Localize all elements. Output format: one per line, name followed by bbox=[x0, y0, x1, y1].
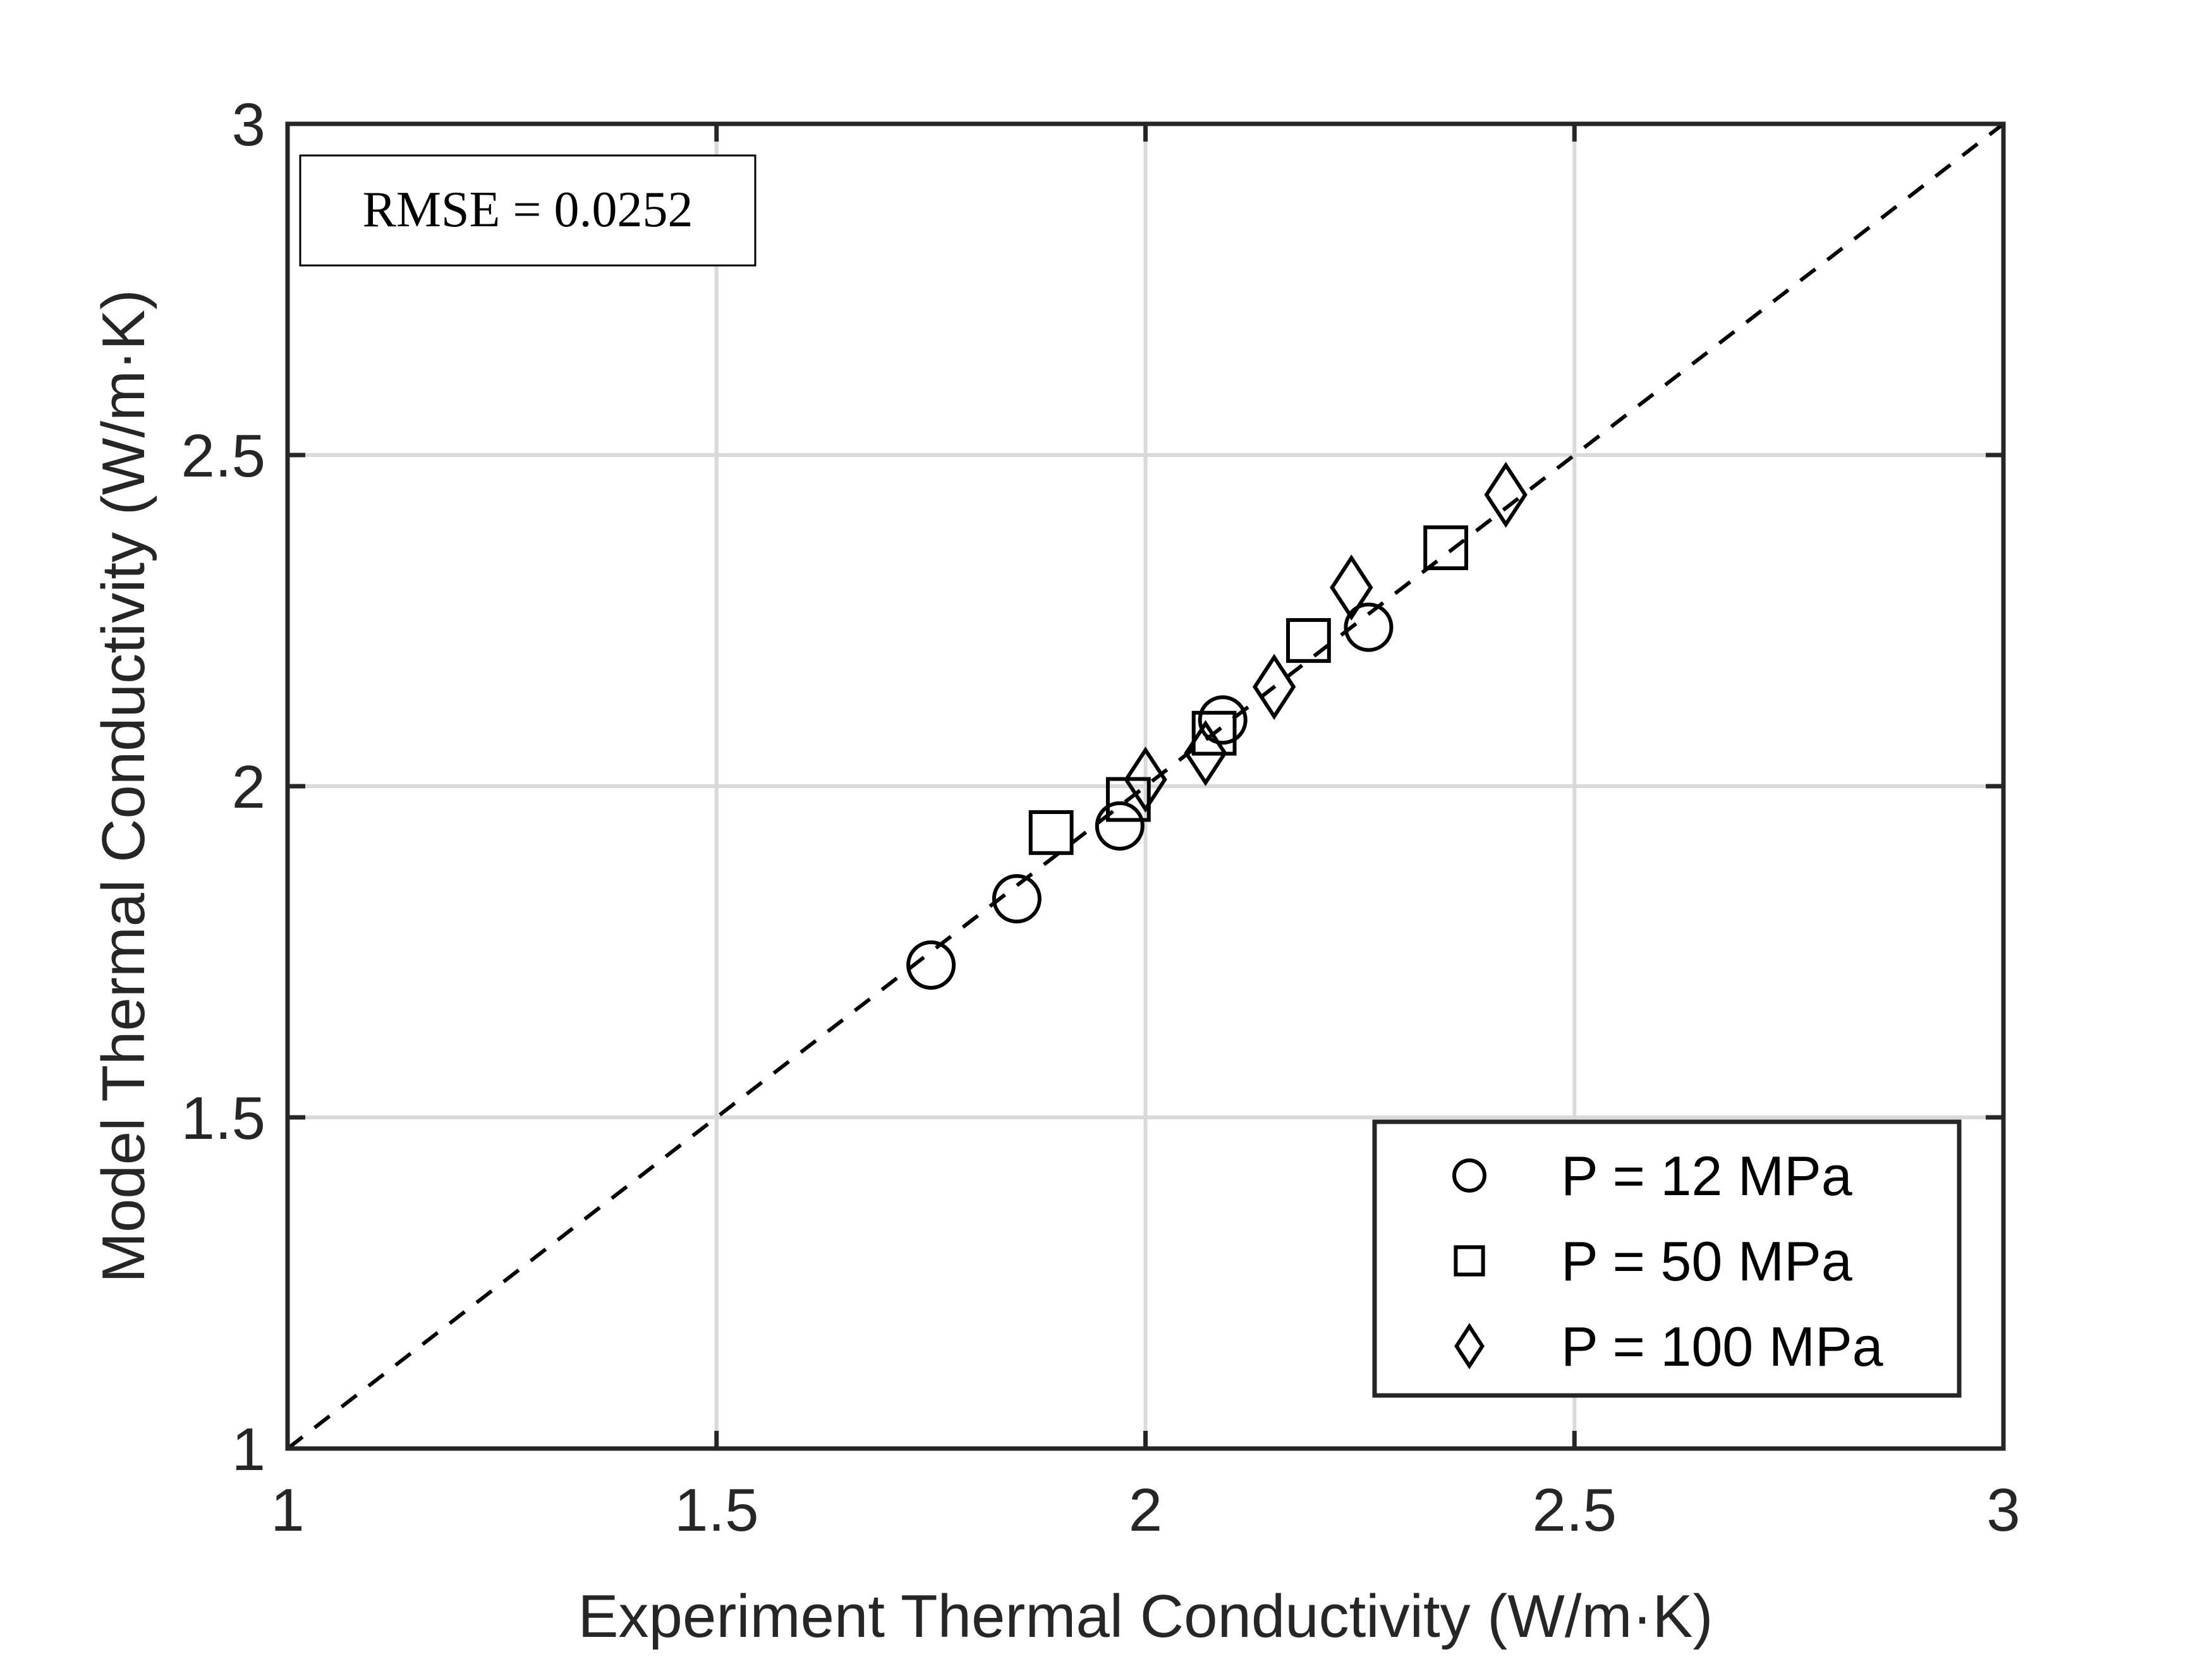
legend: P = 12 MPa P = 50 MPa P = 100 MPa bbox=[1372, 1119, 1962, 1398]
y-tick-label: 2.5 bbox=[181, 422, 265, 490]
legend-entry: P = 50 MPa bbox=[1454, 1230, 1852, 1292]
data-point-diamond bbox=[1330, 554, 1373, 621]
x-axis-label: Experiment Thermal Conductivity (W/m·K) bbox=[578, 1583, 1713, 1650]
legend-label: P = 100 MPa bbox=[1561, 1315, 1883, 1378]
data-point-diamond bbox=[1484, 461, 1528, 528]
y-tick-label: 1 bbox=[232, 1416, 265, 1483]
x-tick-label: 3 bbox=[1986, 1476, 2020, 1544]
legend-label: P = 50 MPa bbox=[1561, 1230, 1852, 1292]
data-points bbox=[906, 461, 1528, 990]
data-point-diamond bbox=[1124, 746, 1167, 813]
y-tick-label: 3 bbox=[232, 91, 265, 159]
rmse-annotation-text: RMSE = 0.0252 bbox=[363, 182, 693, 238]
legend-label: P = 12 MPa bbox=[1561, 1145, 1852, 1207]
rmse-annotation: RMSE = 0.0252 bbox=[299, 154, 757, 267]
x-tick-label: 2 bbox=[1129, 1476, 1162, 1544]
data-point-diamond bbox=[1252, 653, 1296, 720]
rmse-annotation-box bbox=[299, 154, 757, 267]
grid-lines bbox=[288, 124, 2003, 1449]
data-point-circle bbox=[1344, 602, 1394, 652]
legend-box bbox=[1372, 1119, 1962, 1398]
data-point-square bbox=[1286, 618, 1331, 663]
data-point-square bbox=[1191, 710, 1237, 756]
data-point-circle bbox=[1198, 695, 1248, 745]
x-tick-labels: 1 1.5 2 2.5 3 bbox=[270, 1476, 2020, 1544]
y-tick-label: 2 bbox=[232, 753, 265, 821]
legend-marker-square bbox=[1454, 1245, 1485, 1277]
data-point-circle bbox=[906, 940, 956, 990]
x-tick-label: 2.5 bbox=[1533, 1476, 1617, 1544]
legend-entry: P = 100 MPa bbox=[1454, 1315, 1883, 1378]
y-tick-labels: 1 1.5 2 2.5 3 bbox=[181, 91, 265, 1483]
data-point-diamond bbox=[1184, 720, 1227, 786]
x-tick-label: 1 bbox=[270, 1476, 304, 1544]
legend-marker-diamond bbox=[1454, 1323, 1485, 1370]
data-point-circle bbox=[992, 874, 1042, 924]
x-tick-label: 1.5 bbox=[674, 1476, 758, 1544]
data-point-circle bbox=[1095, 801, 1145, 851]
y-axis-label: Model Thermal Conductivity (W/m·K) bbox=[90, 289, 157, 1283]
legend-entry: P = 12 MPa bbox=[1452, 1145, 1852, 1207]
data-point-square bbox=[1028, 810, 1074, 855]
data-point-square bbox=[1423, 525, 1469, 571]
y-tick-label: 1.5 bbox=[181, 1085, 265, 1152]
axis-ticks bbox=[285, 121, 2006, 1451]
legend-marker-circle bbox=[1452, 1158, 1486, 1193]
